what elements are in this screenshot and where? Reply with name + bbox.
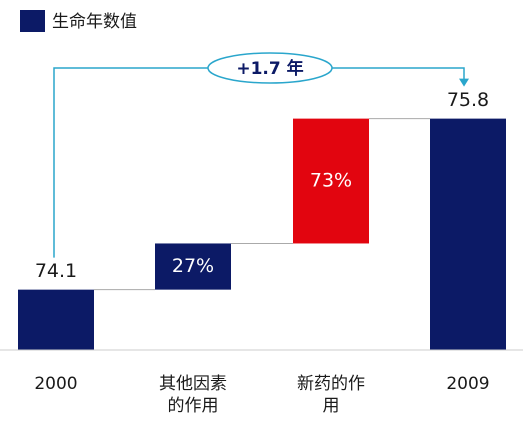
value-label: 27%	[172, 255, 214, 277]
legend-swatch	[20, 10, 45, 32]
bar	[18, 289, 94, 350]
bar	[293, 118, 369, 244]
x-tick-label: 2009	[446, 374, 490, 394]
annotation-text: +1.7 年	[236, 58, 303, 79]
legend-label: 生命年数值	[52, 12, 137, 32]
annotation-line	[53, 67, 465, 258]
value-label: 75.8	[447, 89, 489, 111]
x-tick-label: 新药的作用	[297, 374, 365, 416]
x-tick-label: 2000	[34, 374, 78, 394]
annotation-oval	[207, 52, 333, 84]
annotation-arrow	[459, 78, 469, 87]
bar	[430, 118, 506, 351]
value-label: 74.1	[35, 260, 77, 282]
x-tick-label: 其他因素的作用	[159, 374, 227, 416]
value-label: 73%	[310, 170, 352, 192]
bar	[155, 243, 231, 290]
